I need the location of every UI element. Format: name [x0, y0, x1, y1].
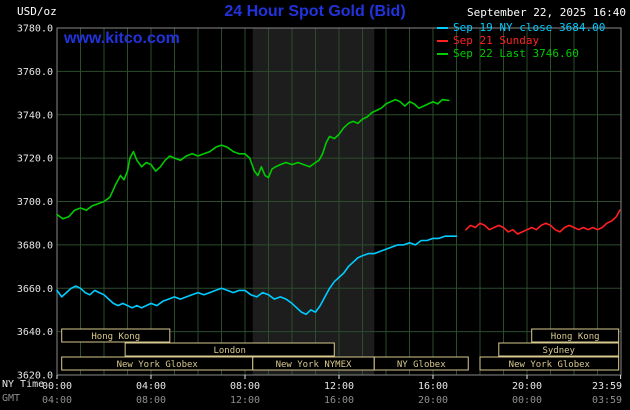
y-tick-label: 3780.0 [17, 24, 53, 35]
session-label: London [213, 346, 246, 356]
session-label: Sydney [542, 346, 575, 356]
x-tick-label-gmt: 04:00 [42, 395, 72, 406]
kitco-website-link[interactable]: www.kitco.com [64, 30, 180, 47]
legend-line-swatch-sep22 [437, 52, 448, 55]
ny-time-axis-label: NY Time [2, 379, 45, 390]
y-tick-label: 3760.0 [17, 67, 53, 78]
legend-label-sep19: Sep 19 NY close 3684.00 [453, 21, 606, 34]
y-tick-label: 3700.0 [17, 197, 53, 208]
series-sep-21-sunday [465, 209, 621, 235]
x-tick-label-ny: 23:59 [592, 381, 622, 392]
session-label: New York Globex [117, 360, 199, 370]
session-box [498, 342, 620, 357]
session-box [373, 356, 469, 371]
chart-title: 24 Hour Spot Gold (Bid) [224, 3, 406, 20]
session-label: NY Globex [397, 360, 446, 370]
x-tick-label-gmt: 20:00 [418, 395, 448, 406]
session-label: Hong Kong [91, 332, 140, 342]
legend-item-sep22: Sep 22 Last 3746.60 [437, 47, 605, 60]
x-tick-label-ny: 08:00 [230, 381, 260, 392]
x-tick-label-gmt: 08:00 [136, 395, 166, 406]
legend: Sep 19 NY close 3684.00 Sep 21 Sunday Se… [437, 21, 605, 60]
session-label: New York NYMEX [276, 360, 352, 370]
x-tick-label-gmt: 03:59 [592, 395, 622, 406]
series-sep-19-ny-close [56, 235, 458, 316]
units-label: USD/oz [17, 5, 57, 18]
gmt-axis-label: GMT [2, 393, 21, 404]
x-tick-label-ny: 16:00 [418, 381, 448, 392]
y-tick-label: 3660.0 [17, 284, 53, 295]
session-box [531, 328, 620, 343]
legend-line-swatch-sep21 [437, 39, 448, 42]
x-tick-label-ny: 00:00 [42, 381, 72, 392]
y-tick-label: 3640.0 [17, 327, 53, 338]
x-tick-label-ny: 04:00 [136, 381, 166, 392]
x-tick-label-gmt: 12:00 [230, 395, 260, 406]
x-tick-label-ny: 12:00 [324, 381, 354, 392]
legend-item-sep19: Sep 19 NY close 3684.00 [437, 21, 605, 34]
y-tick-label: 3720.0 [17, 154, 53, 165]
y-tick-label: 3620.0 [17, 371, 53, 382]
chart-timestamp: September 22, 2025 16:40 [467, 6, 626, 19]
legend-label-sep21: Sep 21 Sunday [453, 34, 540, 47]
session-box [479, 356, 620, 371]
series-sep-22 [56, 98, 450, 220]
session-box [124, 342, 335, 357]
session-box [61, 328, 171, 343]
session-label: Hong Kong [551, 332, 600, 342]
session-label: New York Globex [509, 360, 591, 370]
x-tick-label-ny: 20:00 [512, 381, 542, 392]
x-tick-label-gmt: 16:00 [324, 395, 354, 406]
x-tick-label-gmt: 00:00 [512, 395, 542, 406]
y-tick-label: 3740.0 [17, 110, 53, 121]
legend-item-sep21: Sep 21 Sunday [437, 34, 605, 47]
legend-label-sep22: Sep 22 Last 3746.60 [453, 47, 579, 60]
legend-line-swatch-sep19 [437, 26, 448, 29]
y-tick-label: 3680.0 [17, 240, 53, 251]
